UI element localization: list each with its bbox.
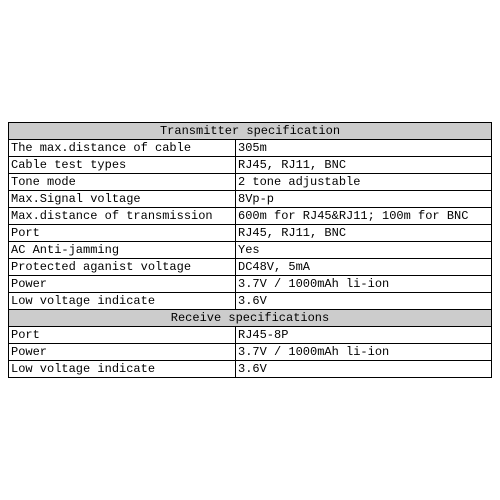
spec-label: Power <box>9 344 236 361</box>
table-row: PortRJ45-8P <box>9 327 492 344</box>
spec-value: RJ45, RJ11, BNC <box>236 157 492 174</box>
spec-label: Max.Signal voltage <box>9 191 236 208</box>
spec-label: Low voltage indicate <box>9 293 236 310</box>
spec-label: Low voltage indicate <box>9 361 236 378</box>
spec-value: 600m for RJ45&RJ11; 100m for BNC <box>236 208 492 225</box>
table-row: Max.Signal voltage8Vp-p <box>9 191 492 208</box>
spec-value: 3.7V / 1000mAh li-ion <box>236 344 492 361</box>
spec-label: Tone mode <box>9 174 236 191</box>
spec-value: 3.6V <box>236 293 492 310</box>
spec-label: The max.distance of cable <box>9 140 236 157</box>
table-row: PortRJ45, RJ11, BNC <box>9 225 492 242</box>
spec-label: Power <box>9 276 236 293</box>
spec-value: RJ45, RJ11, BNC <box>236 225 492 242</box>
spec-value: 3.7V / 1000mAh li-ion <box>236 276 492 293</box>
section-header: Transmitter specification <box>9 123 492 140</box>
table-row: Protected aganist voltageDC48V, 5mA <box>9 259 492 276</box>
table-row: Power3.7V / 1000mAh li-ion <box>9 276 492 293</box>
spec-label: Port <box>9 225 236 242</box>
spec-label: Protected aganist voltage <box>9 259 236 276</box>
section-header: Receive specifications <box>9 310 492 327</box>
table-row: Low voltage indicate3.6V <box>9 361 492 378</box>
spec-table: Transmitter specification The max.distan… <box>8 122 492 378</box>
table-row: Power3.7V / 1000mAh li-ion <box>9 344 492 361</box>
table-row: Max.distance of transmission600m for RJ4… <box>9 208 492 225</box>
spec-label: Max.distance of transmission <box>9 208 236 225</box>
spec-value: 2 tone adjustable <box>236 174 492 191</box>
spec-label: Port <box>9 327 236 344</box>
spec-value: DC48V, 5mA <box>236 259 492 276</box>
table-row: Tone mode2 tone adjustable <box>9 174 492 191</box>
table-row: Low voltage indicate3.6V <box>9 293 492 310</box>
spec-value: RJ45-8P <box>236 327 492 344</box>
spec-table-container: Transmitter specification The max.distan… <box>8 122 492 378</box>
spec-value: Yes <box>236 242 492 259</box>
spec-value: 305m <box>236 140 492 157</box>
spec-label: AC Anti-jamming <box>9 242 236 259</box>
spec-value: 3.6V <box>236 361 492 378</box>
table-row: Cable test typesRJ45, RJ11, BNC <box>9 157 492 174</box>
table-row: The max.distance of cable305m <box>9 140 492 157</box>
table-row: AC Anti-jammingYes <box>9 242 492 259</box>
spec-value: 8Vp-p <box>236 191 492 208</box>
spec-label: Cable test types <box>9 157 236 174</box>
